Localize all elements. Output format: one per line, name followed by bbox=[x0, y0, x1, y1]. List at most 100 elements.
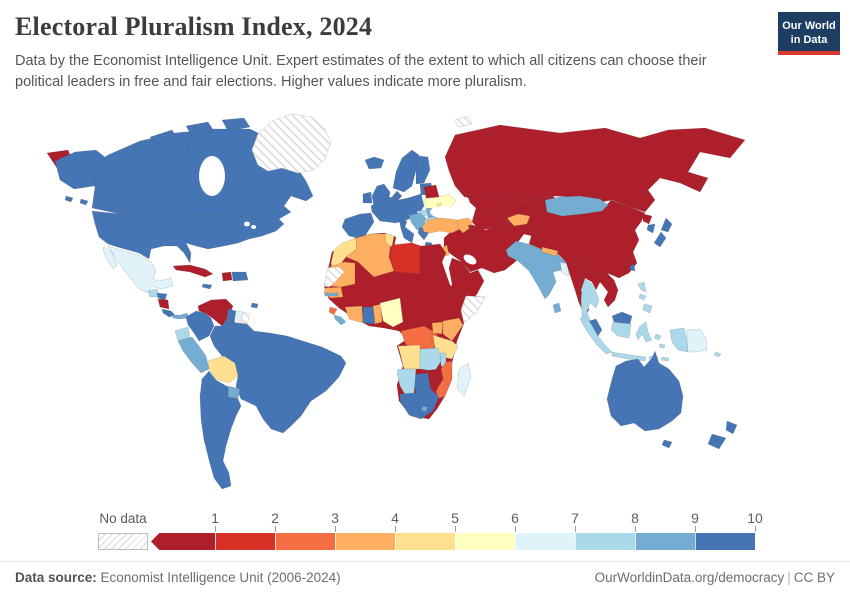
country-angola[interactable] bbox=[397, 344, 421, 370]
footer-source-label: Data source: bbox=[15, 570, 97, 585]
legend-bucket-7[interactable] bbox=[575, 533, 635, 550]
country-haiti[interactable] bbox=[221, 271, 233, 282]
country-sierra-leone[interactable] bbox=[328, 306, 338, 316]
country-borneo-indonesia[interactable] bbox=[610, 321, 632, 339]
country-usa[interactable] bbox=[91, 210, 285, 264]
legend-bucket-1[interactable] bbox=[215, 533, 275, 550]
country-south-korea[interactable] bbox=[646, 223, 656, 234]
country-india[interactable] bbox=[505, 240, 571, 300]
world-map-svg[interactable] bbox=[40, 106, 810, 504]
country-somalia[interactable] bbox=[460, 295, 486, 324]
country-gambia[interactable] bbox=[324, 292, 339, 297]
country-indonesia-sulawesi[interactable] bbox=[635, 321, 653, 343]
owid-logo-box: Our World in Data bbox=[778, 12, 840, 51]
country-colombia[interactable] bbox=[185, 310, 215, 342]
country-trinidad[interactable] bbox=[250, 302, 259, 309]
legend-bucket-9[interactable] bbox=[695, 533, 755, 550]
country-greenland[interactable] bbox=[251, 113, 332, 174]
legend-bucket-8[interactable] bbox=[635, 533, 695, 550]
legend-bucket-5[interactable] bbox=[455, 533, 515, 550]
owid-logo-line1: Our World bbox=[782, 20, 836, 32]
country-azerbaijan[interactable] bbox=[467, 224, 482, 236]
legend-tick-label-3: 3 bbox=[331, 510, 339, 526]
country-uganda[interactable] bbox=[431, 321, 444, 335]
country-new-zealand[interactable] bbox=[707, 420, 738, 450]
legend-tick-label-1: 1 bbox=[211, 510, 219, 526]
country-cuba[interactable] bbox=[172, 264, 214, 278]
country-western-sahara[interactable] bbox=[323, 266, 345, 288]
country-iceland[interactable] bbox=[364, 156, 385, 170]
country-turkey[interactable] bbox=[421, 217, 463, 234]
country-nepal[interactable] bbox=[541, 246, 559, 257]
owid-logo-line2: in Data bbox=[790, 34, 828, 47]
country-bangladesh[interactable] bbox=[559, 261, 570, 277]
country-bolivia[interactable] bbox=[207, 355, 239, 384]
country-dominican-republic[interactable] bbox=[231, 271, 249, 282]
country-ireland[interactable] bbox=[362, 191, 373, 204]
country-belarus[interactable] bbox=[423, 184, 440, 199]
country-argentina-chile-uruguay[interactable] bbox=[199, 370, 242, 490]
country-south-africa[interactable] bbox=[399, 388, 440, 420]
country-senegal[interactable] bbox=[323, 286, 344, 299]
country-jamaica[interactable] bbox=[201, 283, 213, 290]
country-philippines[interactable] bbox=[637, 281, 653, 314]
country-north-korea[interactable] bbox=[642, 213, 653, 225]
country-mongolia[interactable] bbox=[544, 195, 609, 217]
footer-link[interactable]: OurWorldinData.org/democracy bbox=[594, 570, 785, 585]
footer-attribution: OurWorldinData.org/democracy | CC BY bbox=[595, 570, 835, 585]
country-brazil[interactable] bbox=[209, 317, 347, 434]
country-indonesia-java[interactable] bbox=[611, 351, 647, 362]
country-fiji[interactable] bbox=[713, 351, 722, 358]
country-finland[interactable] bbox=[415, 155, 431, 185]
legend-tick-label-10: 10 bbox=[747, 510, 763, 526]
country-libya[interactable] bbox=[389, 242, 421, 275]
legend-bucket-0[interactable] bbox=[151, 533, 215, 550]
country-australia[interactable] bbox=[606, 350, 684, 432]
country-mexico[interactable] bbox=[102, 245, 174, 294]
legend-bucket-4[interactable] bbox=[395, 533, 455, 550]
country-kenya[interactable] bbox=[442, 317, 464, 342]
country-norway-sweden[interactable] bbox=[392, 149, 420, 193]
country-papua-new-guinea[interactable] bbox=[686, 328, 708, 353]
legend-bucket-3[interactable] bbox=[335, 533, 395, 550]
country-middle-east[interactable] bbox=[443, 218, 537, 306]
legend-tick-line-1 bbox=[215, 526, 216, 532]
country-liberia[interactable] bbox=[333, 314, 347, 326]
country-indonesia-papua[interactable] bbox=[669, 327, 689, 353]
country-algeria[interactable] bbox=[345, 233, 395, 278]
country-borneo-malaysia[interactable] bbox=[611, 311, 633, 325]
legend-tick-line-3 bbox=[335, 526, 336, 532]
country-taiwan[interactable] bbox=[629, 263, 636, 272]
country-indonesia-sumatra[interactable] bbox=[579, 314, 613, 355]
country-nigeria[interactable] bbox=[379, 297, 404, 328]
country-sri-lanka[interactable] bbox=[552, 302, 562, 314]
country-madagascar[interactable] bbox=[456, 362, 472, 397]
country-spain-portugal[interactable] bbox=[341, 212, 375, 240]
legend-no-data-swatch[interactable] bbox=[98, 533, 148, 550]
country-zambia[interactable] bbox=[419, 347, 442, 372]
legend-tick-label-8: 8 bbox=[631, 510, 639, 526]
country-indonesia-moluccas[interactable] bbox=[653, 333, 666, 349]
country-peru[interactable] bbox=[177, 336, 210, 374]
country-japan[interactable] bbox=[653, 217, 673, 248]
country-kyrgyzstan[interactable] bbox=[506, 213, 531, 227]
country-lesotho[interactable] bbox=[420, 405, 429, 413]
country-svalbard[interactable] bbox=[454, 115, 473, 128]
country-togo-benin[interactable] bbox=[372, 303, 383, 325]
country-ecuador[interactable] bbox=[174, 326, 191, 342]
legend-tick-line-9 bbox=[695, 526, 696, 532]
legend-color-bar bbox=[151, 533, 755, 550]
country-tasmania[interactable] bbox=[661, 439, 673, 449]
country-thailand[interactable] bbox=[580, 278, 600, 328]
country-nicaragua[interactable] bbox=[157, 298, 170, 310]
legend-bucket-2[interactable] bbox=[275, 533, 335, 550]
legend-tick-label-5: 5 bbox=[451, 510, 459, 526]
legend-tick-label-9: 9 bbox=[691, 510, 699, 526]
hudson-bay bbox=[199, 156, 225, 196]
legend-tick-label-6: 6 bbox=[511, 510, 519, 526]
legend-bucket-6[interactable] bbox=[515, 533, 575, 550]
country-russia[interactable] bbox=[444, 124, 746, 213]
central-asia-borders bbox=[469, 193, 523, 223]
country-ivory-coast[interactable] bbox=[344, 305, 364, 324]
